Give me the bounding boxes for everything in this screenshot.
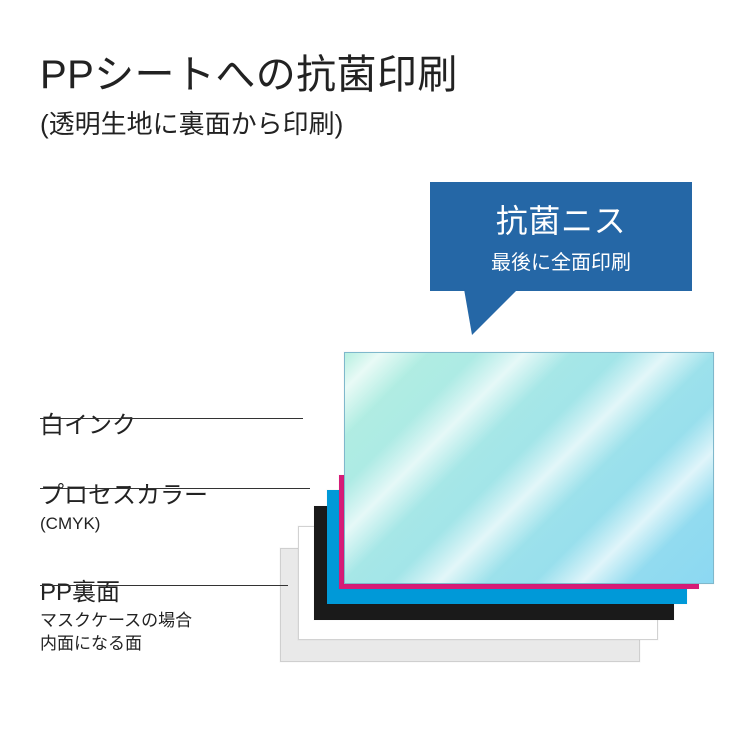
title-main: PPシートへの抗菌印刷 [40, 42, 458, 100]
leader-line [40, 585, 288, 586]
callout-tail-icon [464, 289, 518, 335]
label-row: プロセスカラー (CMYK) [40, 475, 208, 536]
sheet-varnish [344, 352, 714, 584]
label-row: 白インク [40, 405, 136, 440]
callout-varnish: 抗菌ニス 最後に全面印刷 [430, 182, 692, 291]
title-block: PPシートへの抗菌印刷 (透明生地に裏面から印刷) [40, 42, 458, 141]
label-text: プロセスカラー [40, 475, 208, 510]
sheet-stack [280, 340, 740, 700]
label-text: PP裏面 [40, 572, 192, 607]
label-text: 白インク [40, 405, 136, 440]
title-sub: (透明生地に裏面から印刷) [40, 104, 458, 141]
label-note: (CMYK) [40, 513, 208, 536]
label-note: マスクケースの場合内面になる面 [40, 610, 192, 656]
leader-line [40, 488, 310, 489]
callout-title: 抗菌ニス [454, 196, 668, 242]
callout-sub: 最後に全面印刷 [454, 246, 668, 275]
leader-line [40, 418, 303, 419]
